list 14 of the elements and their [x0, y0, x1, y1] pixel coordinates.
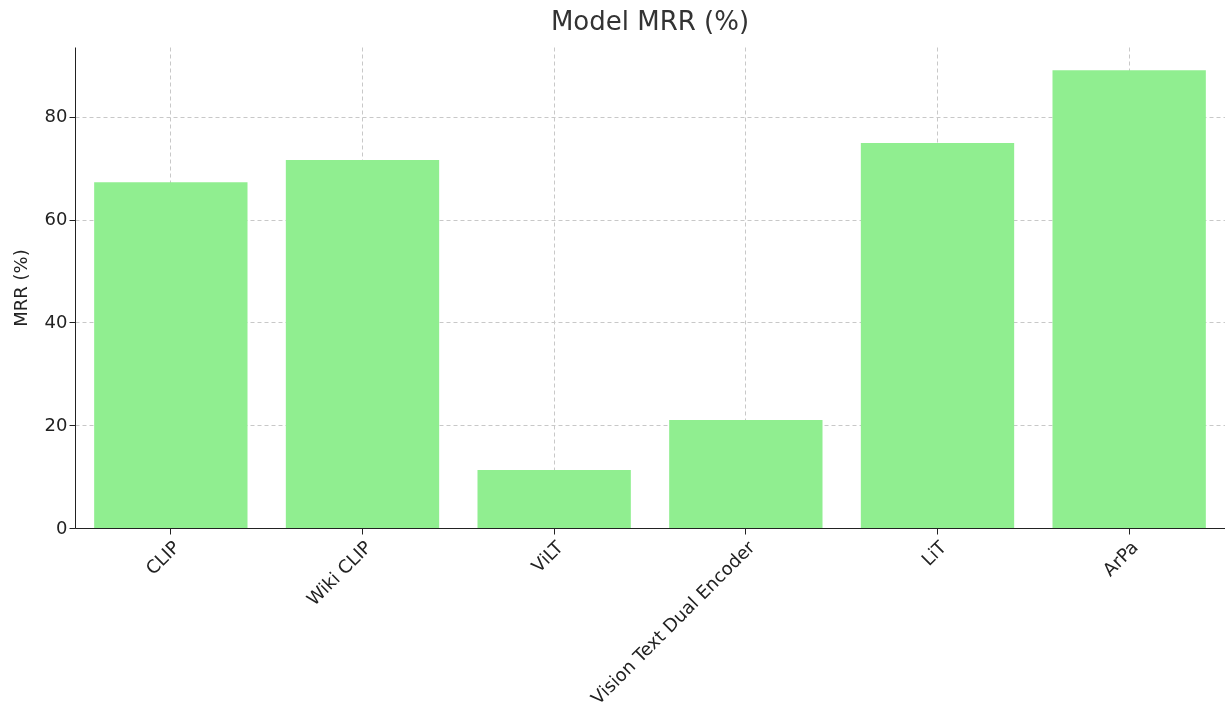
y-tick-label: 40: [44, 310, 68, 332]
y-tick-label: 20: [44, 413, 68, 435]
x-tick-label: LiT: [916, 535, 951, 570]
bar: [94, 182, 248, 528]
y-axis-title: MRR (%): [9, 249, 31, 327]
bar: [669, 420, 823, 528]
y-tick-label: 60: [44, 208, 68, 230]
bar: [1052, 70, 1206, 528]
bar: [477, 469, 631, 528]
y-tick-label: 80: [44, 105, 68, 127]
chart-title: Model MRR (%): [550, 6, 750, 36]
y-tick-label: 0: [56, 516, 68, 538]
bar: [285, 160, 440, 528]
bar: [860, 143, 1015, 528]
